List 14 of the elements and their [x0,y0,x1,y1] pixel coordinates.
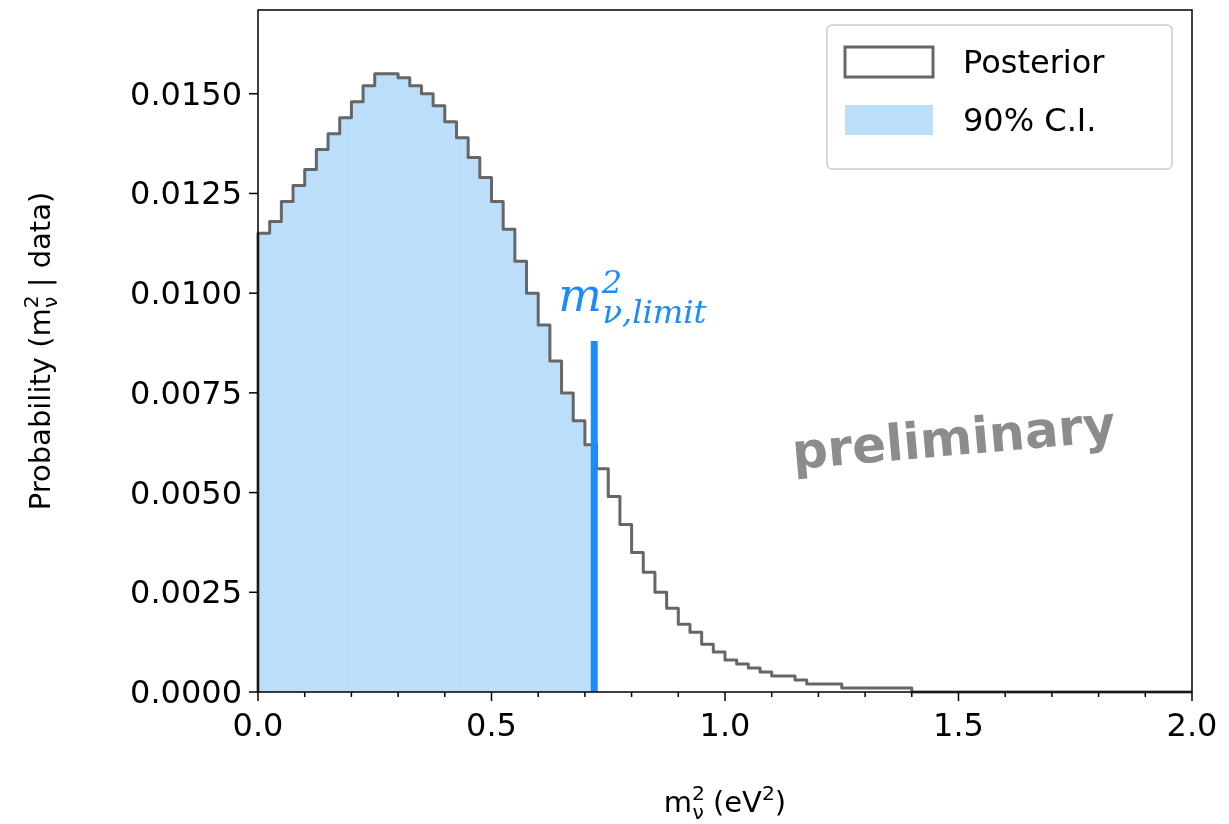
y-tick-label: 0.0150 [130,74,242,113]
y-axis-title: Probability (m2ν | data) [19,191,63,511]
x-tick-label: 0.5 [466,706,517,744]
x-tick-label: 1.5 [933,706,984,744]
legend-label: 90% C.I. [963,101,1097,139]
y-tick-label: 0.0025 [130,573,242,612]
x-tick-label: 2.0 [1166,706,1218,744]
legend-label: Posterior [963,43,1106,81]
y-tick-label: 0.0125 [130,174,242,213]
annotation: preliminary [789,395,1118,482]
y-tick-label: 0.0075 [130,373,242,412]
y-tick-label: 0.0050 [130,473,242,512]
y-tick-label: 0.0100 [130,274,242,313]
x-tick-label: 1.0 [699,706,751,744]
